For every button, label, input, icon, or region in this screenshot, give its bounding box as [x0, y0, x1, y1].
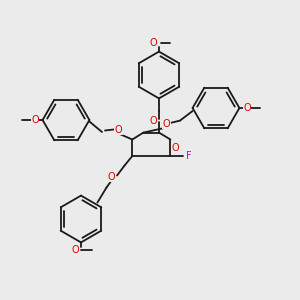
- Text: O: O: [163, 118, 170, 129]
- Text: O: O: [31, 115, 39, 125]
- Text: O: O: [172, 143, 180, 153]
- Text: O: O: [115, 125, 122, 135]
- Text: O: O: [108, 172, 116, 182]
- Text: F: F: [186, 151, 191, 161]
- Text: O: O: [149, 38, 157, 48]
- Text: O: O: [149, 116, 157, 127]
- Text: O: O: [72, 245, 80, 255]
- Text: O: O: [243, 103, 251, 113]
